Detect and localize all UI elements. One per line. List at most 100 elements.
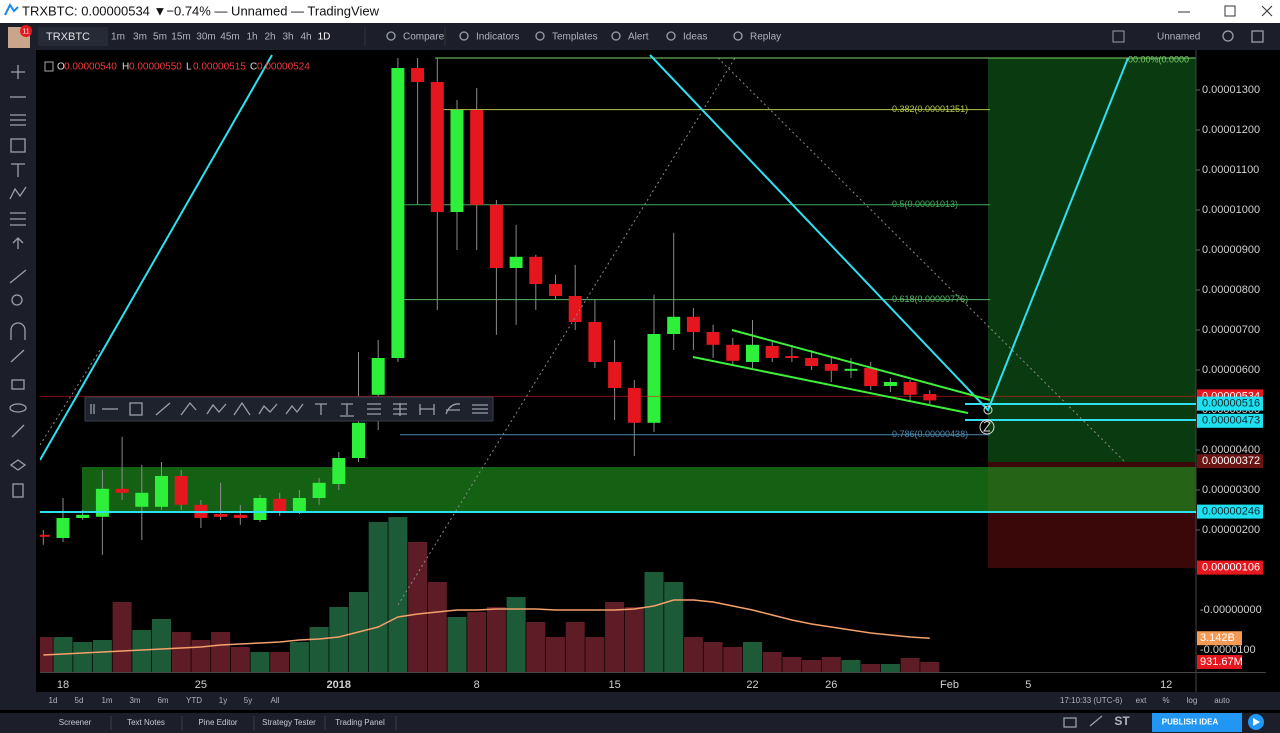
panel-tab[interactable]: Trading Panel [335, 718, 385, 727]
button-icon[interactable] [386, 31, 396, 41]
scale-option[interactable]: % [1162, 696, 1169, 705]
volume-pane [40, 517, 940, 672]
volume-bar [605, 602, 625, 672]
x-tick-label: 26 [825, 679, 837, 691]
volume-bar [132, 630, 152, 672]
toolbar-button[interactable]: Replay [750, 32, 781, 43]
publish-label[interactable]: PUBLISH IDEA [1162, 718, 1219, 727]
stream-label[interactable]: ST [1114, 714, 1130, 728]
volume-bar [664, 582, 684, 672]
interval[interactable]: 3h [282, 32, 293, 43]
snapshot-icon[interactable] [1063, 717, 1077, 728]
target-zone [988, 58, 1196, 462]
title-bar [0, 0, 1280, 23]
candle-body [371, 358, 385, 395]
interval[interactable]: 1D [318, 32, 331, 43]
scale-option[interactable]: ext [1136, 696, 1147, 705]
candle-body [76, 514, 90, 518]
range-option[interactable]: 3m [129, 696, 140, 705]
range-option[interactable]: 6m [157, 696, 168, 705]
interval[interactable]: 4h [300, 32, 311, 43]
interval[interactable]: 30m [196, 32, 215, 43]
volume-bar [230, 647, 250, 672]
volume-bar [112, 602, 132, 672]
bottom-panel [0, 713, 1280, 733]
publish-button[interactable] [1152, 713, 1242, 732]
volume-bar [467, 612, 487, 672]
symbol[interactable]: TRXBTC [46, 31, 90, 43]
x-tick-label: 25 [195, 679, 207, 691]
button-icon[interactable] [459, 31, 469, 41]
layout-name[interactable]: Unnamed [1157, 32, 1200, 43]
volume-tag-label: 931.67M [1200, 656, 1243, 668]
volume-bar [624, 607, 644, 672]
range-option[interactable]: 1y [219, 696, 227, 705]
volume-tag [1197, 631, 1242, 646]
candle-body [292, 498, 306, 512]
panel-tab[interactable]: Pine Editor [198, 718, 237, 727]
scale-option[interactable]: auto [1214, 696, 1230, 705]
interval[interactable]: 1h [246, 32, 257, 43]
button-icon[interactable] [611, 31, 621, 41]
button-icon[interactable] [666, 31, 676, 41]
candle-body [883, 382, 897, 386]
interval[interactable]: 45m [220, 32, 239, 43]
candle-body [647, 334, 661, 423]
button-icon[interactable] [535, 31, 545, 41]
legend-key: O [57, 62, 65, 73]
share-icon[interactable] [1089, 715, 1103, 727]
y-tick-label: 0.00000400 [1202, 444, 1260, 456]
toolbar-button[interactable]: Templates [552, 32, 598, 43]
price-tag [1197, 396, 1263, 411]
panel-tab[interactable]: Strategy Tester [262, 718, 316, 727]
candle-body [667, 316, 681, 334]
window-title: TRXBTC: 0.00000534 ▼−0.74% — Unnamed — T… [22, 3, 380, 18]
range-option[interactable]: YTD [186, 696, 202, 705]
legend-value: 0.00000540 [64, 62, 117, 73]
candles [40, 58, 1196, 555]
settings-icon[interactable] [1222, 30, 1234, 42]
interval[interactable]: 5m [153, 32, 167, 43]
fullscreen-icon[interactable] [1112, 30, 1125, 43]
interval[interactable]: 2h [264, 32, 275, 43]
y-tick-label: 0.00000600 [1202, 364, 1260, 376]
legend-key: L [186, 62, 192, 73]
y-tick-label: 0.00000800 [1202, 284, 1260, 296]
volume-bar [526, 622, 546, 672]
price-tag-label: 0.00000372 [1202, 455, 1260, 467]
drawing-tools[interactable] [9, 65, 27, 498]
floating-toolbar[interactable] [84, 396, 494, 422]
volume-axis-label: -0.0000100 [1200, 644, 1256, 656]
toolbar-items: 1m 3m 5m 15m 30m 45m 1h 2h 3h 4h 1D Compare Indicato… [111, 27, 1200, 46]
close-button[interactable] [1261, 5, 1273, 17]
range-option[interactable]: All [271, 696, 280, 705]
candle-body [746, 344, 759, 362]
panel-tab[interactable]: Screener [59, 718, 92, 727]
interval[interactable]: 1m [111, 32, 125, 43]
y-tick-label: 0.00001300 [1202, 84, 1260, 96]
scale-option[interactable]: log [1187, 696, 1198, 705]
range-option[interactable]: 1d [49, 696, 58, 705]
range-option[interactable]: 5d [75, 696, 84, 705]
interval[interactable]: 15m [171, 32, 190, 43]
y-tick-label: 0.00000200 [1202, 524, 1260, 536]
interval[interactable]: 3m [133, 32, 147, 43]
toolbar-button[interactable]: Ideas [683, 32, 707, 43]
button-icon[interactable] [733, 31, 743, 41]
range-option[interactable]: 1m [101, 696, 112, 705]
candle-body [509, 256, 523, 268]
top-toolbar [0, 23, 1280, 50]
symbol-box[interactable] [38, 27, 108, 46]
volume-bar [270, 652, 290, 672]
maximize-button[interactable] [1224, 5, 1236, 17]
range-option[interactable]: 5y [244, 696, 252, 705]
candle-body [805, 358, 819, 366]
layout-icon[interactable] [1251, 30, 1264, 43]
badge [20, 25, 32, 37]
toolbar-button[interactable]: Compare [403, 32, 445, 43]
panel-tab[interactable]: Text Notes [127, 718, 165, 727]
toolbar-button[interactable]: Indicators [476, 32, 519, 43]
candle-body [726, 344, 740, 361]
toolbar-button[interactable]: Alert [628, 32, 649, 43]
volume-bar [447, 617, 467, 672]
